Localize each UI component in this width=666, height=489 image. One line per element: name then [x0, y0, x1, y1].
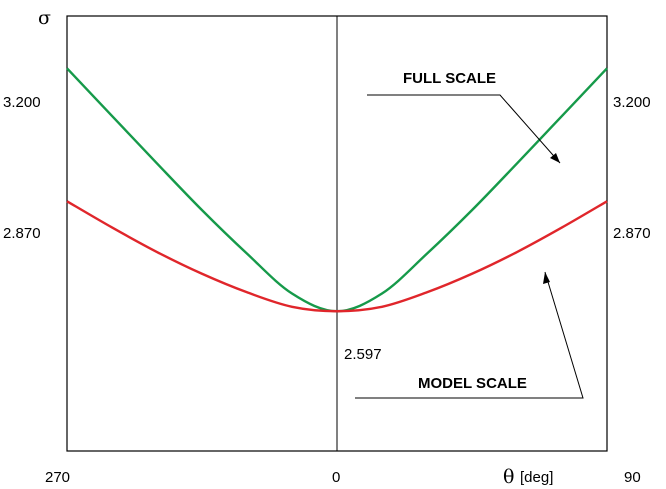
center-value-label: 2.597 [344, 346, 382, 363]
full-scale-leader-line [367, 94, 561, 164]
x-tick-270: 270 [45, 469, 70, 486]
series-layer [66, 67, 608, 313]
y-tick-right-3200: 3.200 [613, 94, 651, 111]
model-scale-leader-line [355, 271, 584, 399]
x-axis-unit: [deg] [520, 469, 553, 486]
series-line-model-scale [66, 200, 608, 313]
model-scale-arrowhead [543, 272, 550, 284]
y-tick-left-3200: 3.200 [3, 94, 41, 111]
x-axis-symbol: θ [503, 466, 514, 488]
x-tick-0: 0 [332, 469, 340, 486]
y-axis-label: σ [38, 7, 51, 29]
model-scale-annotation: MODEL SCALE [418, 375, 527, 392]
full-scale-annotation: FULL SCALE [403, 70, 496, 87]
x-tick-90: 90 [624, 469, 641, 486]
full-scale-arrowhead [550, 153, 560, 163]
y-tick-right-2870: 2.870 [613, 225, 651, 242]
y-tick-left-2870: 2.870 [3, 225, 41, 242]
